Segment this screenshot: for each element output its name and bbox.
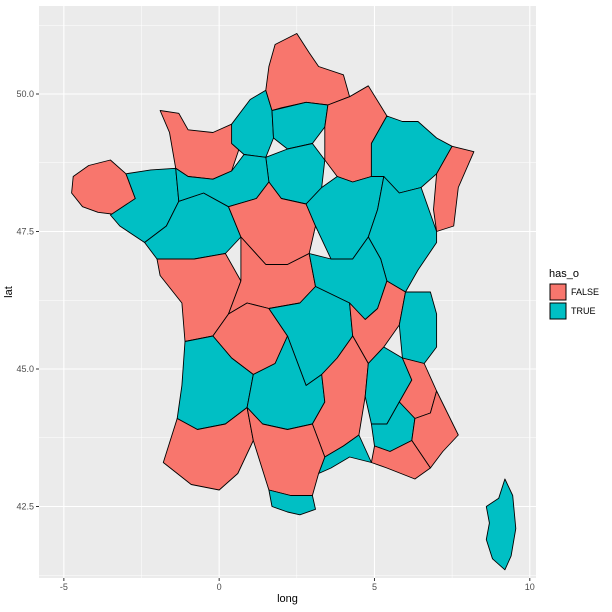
x-tick-label: 5 xyxy=(372,582,377,592)
region-true-31 xyxy=(318,434,372,474)
legend-title: has_o xyxy=(549,268,579,280)
x-axis-title: long xyxy=(277,593,298,605)
region-true-14 xyxy=(367,176,438,293)
region-false-32 xyxy=(246,407,326,496)
y-tick-label: 45.0 xyxy=(16,364,34,374)
regions-layer xyxy=(71,33,517,571)
x-tick-label: -5 xyxy=(60,582,68,592)
x-axis: -5 0 5 10 xyxy=(60,578,535,592)
y-axis-title: lat xyxy=(3,286,15,298)
region-true-11 xyxy=(175,154,270,208)
region-false-30 xyxy=(370,440,431,480)
legend: has_o FALSE TRUE xyxy=(549,268,599,320)
y-tick-label: 47.5 xyxy=(16,227,34,237)
legend-key-false xyxy=(549,283,567,301)
region-true-21 xyxy=(398,291,438,364)
region-false-4 xyxy=(265,33,351,111)
x-tick-label: 10 xyxy=(525,582,535,592)
x-tick-label: 0 xyxy=(217,582,222,592)
region-true-5 xyxy=(271,101,329,150)
legend-label-false: FALSE xyxy=(571,287,599,297)
region-true-33 xyxy=(268,489,316,516)
legend-label-true: TRUE xyxy=(571,306,596,316)
region-true-34 xyxy=(485,478,517,571)
legend-key-true xyxy=(549,302,567,320)
region-false-23 xyxy=(162,407,254,491)
region-false-9 xyxy=(433,145,475,232)
region-true-8 xyxy=(370,115,453,194)
y-axis: 42.5 45.0 47.5 50.0 xyxy=(16,89,39,512)
y-tick-label: 42.5 xyxy=(16,502,34,512)
y-tick-label: 50.0 xyxy=(16,89,34,99)
